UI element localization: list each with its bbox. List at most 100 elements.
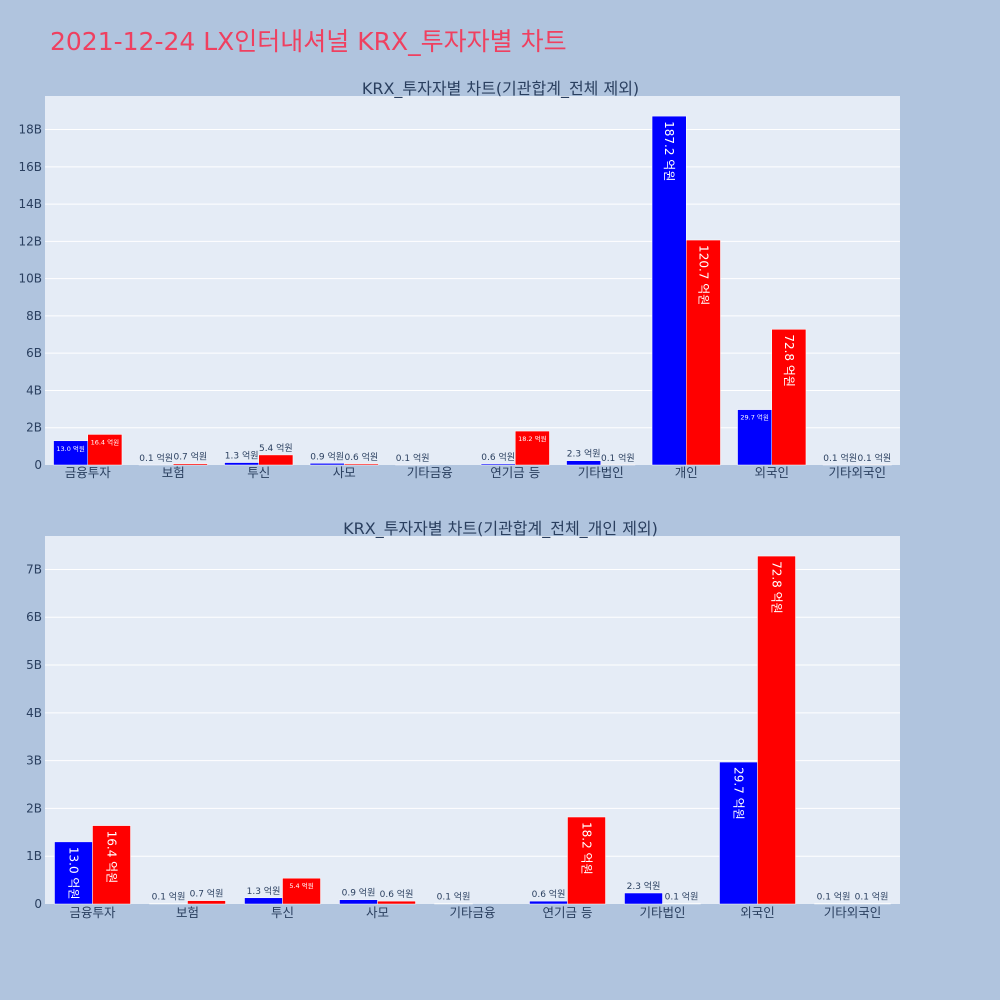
x-tick-label: 기타외국인	[828, 465, 886, 480]
x-tick-label: 사모	[333, 465, 356, 480]
bar-chart-excluding-individuals: KRX_투자자별 차트(기관합계_전체_개인 제외) 0 1B 2B 3B 4B 5B 6B 7…	[26, 519, 900, 920]
bar-buy	[624, 892, 663, 905]
bar-sell	[344, 463, 379, 466]
data-label: 187.2 억원	[662, 121, 676, 181]
bar-buy	[309, 463, 345, 466]
y-tick-label: 2B	[26, 801, 42, 815]
bar-sell	[87, 434, 123, 466]
y-tick-label: 1B	[26, 849, 42, 863]
y-tick-label: 5B	[26, 658, 42, 672]
x-tick-label: 금융투자	[69, 905, 116, 920]
y-tick-label: 2B	[26, 421, 42, 435]
data-label: 5.4 억원	[289, 881, 313, 890]
bar-sell	[515, 430, 550, 466]
data-label: 1.3 억원	[225, 450, 259, 462]
data-label: 0.9 억원	[342, 887, 376, 899]
bar-buy	[566, 460, 601, 466]
data-label: 0.1 억원	[857, 452, 891, 464]
chart-title: KRX_투자자별 차트(기관합계_전체 제외)	[362, 79, 639, 99]
y-tick-label: 12B	[18, 234, 42, 248]
x-tick-label: 기타금융	[449, 905, 495, 920]
data-label: 0.6 억원	[344, 451, 378, 463]
y-tick-label: 7B	[26, 562, 42, 576]
data-label: 0.1 억원	[437, 891, 471, 903]
y-tick-label: 6B	[26, 610, 42, 624]
y-tick-label: 14B	[18, 197, 42, 211]
bar-buy	[529, 900, 568, 905]
data-label: 18.2 억원	[580, 822, 594, 875]
data-label: 72.8 억원	[782, 334, 796, 387]
data-label: 0.1 억원	[139, 452, 173, 464]
bar-buy	[651, 115, 687, 466]
x-tick-label: 투신	[247, 465, 270, 480]
bar-sell	[187, 900, 226, 905]
bar-sell	[377, 900, 416, 905]
data-label: 0.7 억원	[173, 451, 207, 463]
y-tick-label: 0	[34, 897, 42, 911]
data-label: 120.7 억원	[696, 245, 710, 305]
x-tick-label: 기타법인	[578, 465, 624, 480]
x-tick-label: 외국인	[740, 905, 775, 920]
x-tick-label: 개인	[675, 465, 698, 480]
bar-buy	[339, 899, 378, 905]
data-label: 29.7 억원	[740, 413, 769, 422]
bar-sell	[92, 825, 131, 905]
x-tick-label: 보험	[176, 905, 199, 920]
data-label: 0.6 억원	[380, 888, 414, 900]
y-tick-label: 16B	[18, 160, 42, 174]
data-label: 0.1 억원	[855, 891, 889, 903]
data-label: 0.9 억원	[310, 450, 344, 462]
data-label: 0.1 억원	[152, 891, 186, 903]
page-title: 2021-12-24 LX인터내셔널 KRX_투자자별 차트	[50, 27, 567, 56]
x-tick-label: 금융투자	[65, 465, 112, 480]
data-label: 0.7 억원	[190, 888, 224, 900]
x-tick-label: 보험	[162, 465, 185, 480]
bar-chart-all-investors: KRX_투자자별 차트(기관합계_전체 제외) 0 2B 4B 6B 8B 10B 12B 14…	[18, 79, 900, 480]
bar-sell	[771, 329, 807, 466]
y-tick-label: 10B	[18, 272, 42, 286]
x-tick-label: 투신	[271, 905, 294, 920]
x-tick-label: 사모	[366, 905, 389, 920]
data-label: 16.4 억원	[91, 437, 120, 446]
data-label: 18.2 억원	[518, 434, 547, 443]
data-label: 72.8 억원	[770, 561, 784, 614]
x-tick-label: 연기금 등	[490, 465, 540, 480]
x-tick-label: 외국인	[754, 465, 789, 480]
bar-buy	[480, 463, 516, 466]
data-label: 2.3 억원	[567, 448, 601, 460]
data-label: 5.4 억원	[259, 442, 293, 454]
x-tick-label: 기타외국인	[824, 905, 882, 920]
bar-sell	[567, 816, 606, 905]
x-tick-label: 기타법인	[639, 905, 685, 920]
data-label: 1.3 억원	[247, 885, 281, 897]
data-label: 0.1 억원	[396, 452, 430, 464]
bar-sell	[282, 877, 321, 905]
data-label: 0.1 억원	[817, 891, 851, 903]
y-tick-label: 8B	[26, 309, 42, 323]
bar-buy	[53, 440, 88, 466]
data-label: 2.3 억원	[627, 880, 661, 892]
data-label: 0.6 억원	[481, 451, 515, 463]
data-label: 0.1 억원	[601, 452, 635, 464]
bar-sell	[258, 454, 294, 466]
bar-buy	[244, 897, 283, 905]
bar-buy	[224, 462, 260, 466]
y-tick-label: 3B	[26, 754, 42, 768]
y-tick-label: 4B	[26, 706, 42, 720]
y-tick-label: 18B	[18, 123, 42, 137]
bar-sell	[686, 239, 721, 466]
data-label: 29.7 억원	[732, 767, 746, 820]
bar-buy	[737, 409, 772, 466]
y-tick-label: 6B	[26, 346, 42, 360]
y-tick-label: 4B	[26, 383, 42, 397]
data-label: 0.1 억원	[665, 891, 699, 903]
bar-sell	[757, 555, 796, 905]
bar-buy	[719, 761, 758, 905]
y-tick-label: 0	[34, 458, 42, 472]
data-label: 13.0 억원	[67, 847, 81, 900]
plot-area	[45, 96, 900, 465]
data-label: 0.1 억원	[823, 452, 857, 464]
bar-buy	[54, 841, 93, 905]
x-tick-label: 기타금융	[407, 465, 453, 480]
bar-sell	[173, 463, 208, 466]
